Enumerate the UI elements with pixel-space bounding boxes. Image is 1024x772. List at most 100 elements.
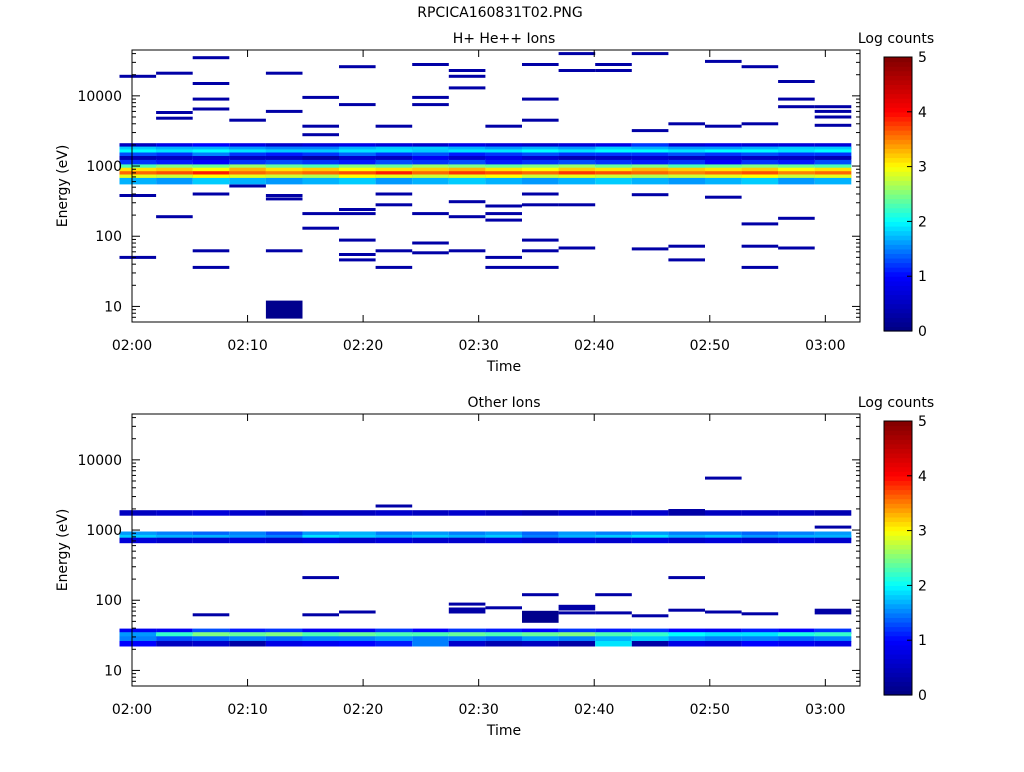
heatmap-cell: [631, 193, 669, 197]
colorbar-segment: [884, 589, 912, 596]
heatmap-cell: [339, 156, 376, 163]
heatmap-cell: [265, 174, 303, 181]
heatmap-cell: [339, 103, 376, 107]
colorbar-segment: [884, 421, 912, 427]
heatmap-cell: [558, 171, 596, 178]
heatmap-cell: [522, 159, 559, 167]
heatmap-cell: [192, 249, 230, 253]
heatmap-cell: [448, 610, 486, 614]
heatmap-cell: [302, 534, 339, 541]
heatmap-cell: [558, 611, 596, 615]
heatmap-cell: [705, 156, 742, 163]
colorbar-segment: [884, 57, 912, 63]
heatmap-cell: [302, 133, 339, 137]
heatmap-cell: [412, 212, 449, 216]
colorbar-segment: [884, 257, 912, 264]
heatmap-cell: [265, 194, 303, 197]
heatmap-cell: [522, 177, 559, 185]
heatmap-cell: [595, 156, 632, 163]
heatmap-cell: [705, 531, 742, 537]
colorbar-segment: [884, 203, 912, 209]
heatmap-cell: [558, 159, 596, 167]
heatmap-cell: [156, 174, 193, 181]
colorbar-tick-label: 0: [918, 324, 927, 340]
heatmap-cell: [265, 632, 303, 638]
colorbar-segment: [884, 235, 912, 241]
heatmap-cell: [192, 97, 230, 101]
colorbar-segment: [884, 175, 912, 181]
heatmap-cell: [119, 143, 157, 150]
heatmap-cell: [741, 177, 779, 185]
heatmap-cell: [156, 71, 193, 75]
heatmap-cell: [339, 628, 376, 635]
heatmap-cell: [229, 641, 266, 647]
heatmap-cell: [485, 606, 522, 610]
colorbar-segment: [884, 207, 912, 213]
colorbar-segment: [884, 498, 912, 504]
heatmap-cell: [705, 177, 742, 185]
colorbar-segment: [884, 262, 912, 268]
heatmap-cell: [156, 636, 193, 642]
heatmap-cell: [448, 636, 486, 642]
heatmap-cell: [302, 143, 339, 150]
heatmap-cell: [229, 184, 266, 188]
heatmap-cell: [705, 167, 742, 175]
heatmap-cell: [485, 159, 522, 167]
heatmap-cell: [778, 156, 815, 163]
heatmap-cell: [485, 156, 522, 163]
heatmap-cell: [156, 215, 193, 219]
heatmap-cell: [705, 534, 742, 541]
heatmap-cell: [668, 537, 705, 544]
heatmap-cell: [778, 171, 815, 178]
heatmap-cell: [192, 534, 230, 541]
heatmap-cell: [814, 537, 852, 544]
heatmap-cell: [595, 628, 632, 635]
heatmap-cell: [119, 194, 157, 197]
heatmap-cell: [485, 636, 522, 642]
colorbar-frame: [883, 56, 913, 332]
heatmap-cell: [485, 212, 522, 216]
heatmap-cell: [485, 167, 522, 175]
heatmap-cell: [522, 63, 559, 66]
heatmap-cell: [558, 632, 596, 638]
heatmap-cell: [741, 167, 779, 175]
heatmap-cell: [265, 167, 303, 175]
colorbar-segment: [884, 248, 912, 254]
colorbar-tick-label: 1: [918, 269, 927, 285]
heatmap-cell: [339, 238, 376, 242]
colorbar-segment: [884, 79, 912, 85]
heatmap-cell: [302, 537, 339, 544]
heatmap-cell: [265, 159, 303, 167]
heatmap-cell: [814, 167, 852, 175]
heatmap-cell: [119, 156, 157, 163]
heatmap-cell: [192, 537, 230, 544]
heatmap-cell: [485, 255, 522, 259]
heatmap-cell: [668, 156, 705, 163]
heatmap-cell: [705, 195, 742, 199]
heatmap-cell: [485, 537, 522, 544]
heatmap-cell: [814, 531, 852, 537]
heatmap-cell: [631, 174, 669, 181]
heatmap-cell: [412, 510, 449, 516]
heatmap-cell: [448, 86, 486, 90]
heatmap-cell: [375, 537, 413, 544]
heatmap-cell: [156, 641, 193, 647]
heatmap-cell: [705, 171, 742, 178]
heatmap-cell: [448, 74, 486, 78]
heatmap-cell: [522, 238, 559, 242]
colorbar-segment: [884, 212, 912, 218]
heatmap-cell: [192, 143, 230, 150]
colorbar-tick-label: 4: [918, 105, 927, 121]
heatmap-cell: [412, 171, 449, 178]
heatmap-cell: [192, 613, 230, 617]
heatmap-cell: [522, 174, 559, 181]
heatmap-cell: [302, 95, 339, 99]
heatmap-cell: [412, 251, 449, 255]
heatmap-cell: [668, 636, 705, 642]
heatmap-cell: [705, 174, 742, 181]
heatmap-cell: [522, 143, 559, 150]
heatmap-cell: [668, 159, 705, 167]
heatmap-cell: [778, 641, 815, 647]
heatmap-cell: [631, 628, 669, 635]
heatmap-cell: [156, 167, 193, 175]
